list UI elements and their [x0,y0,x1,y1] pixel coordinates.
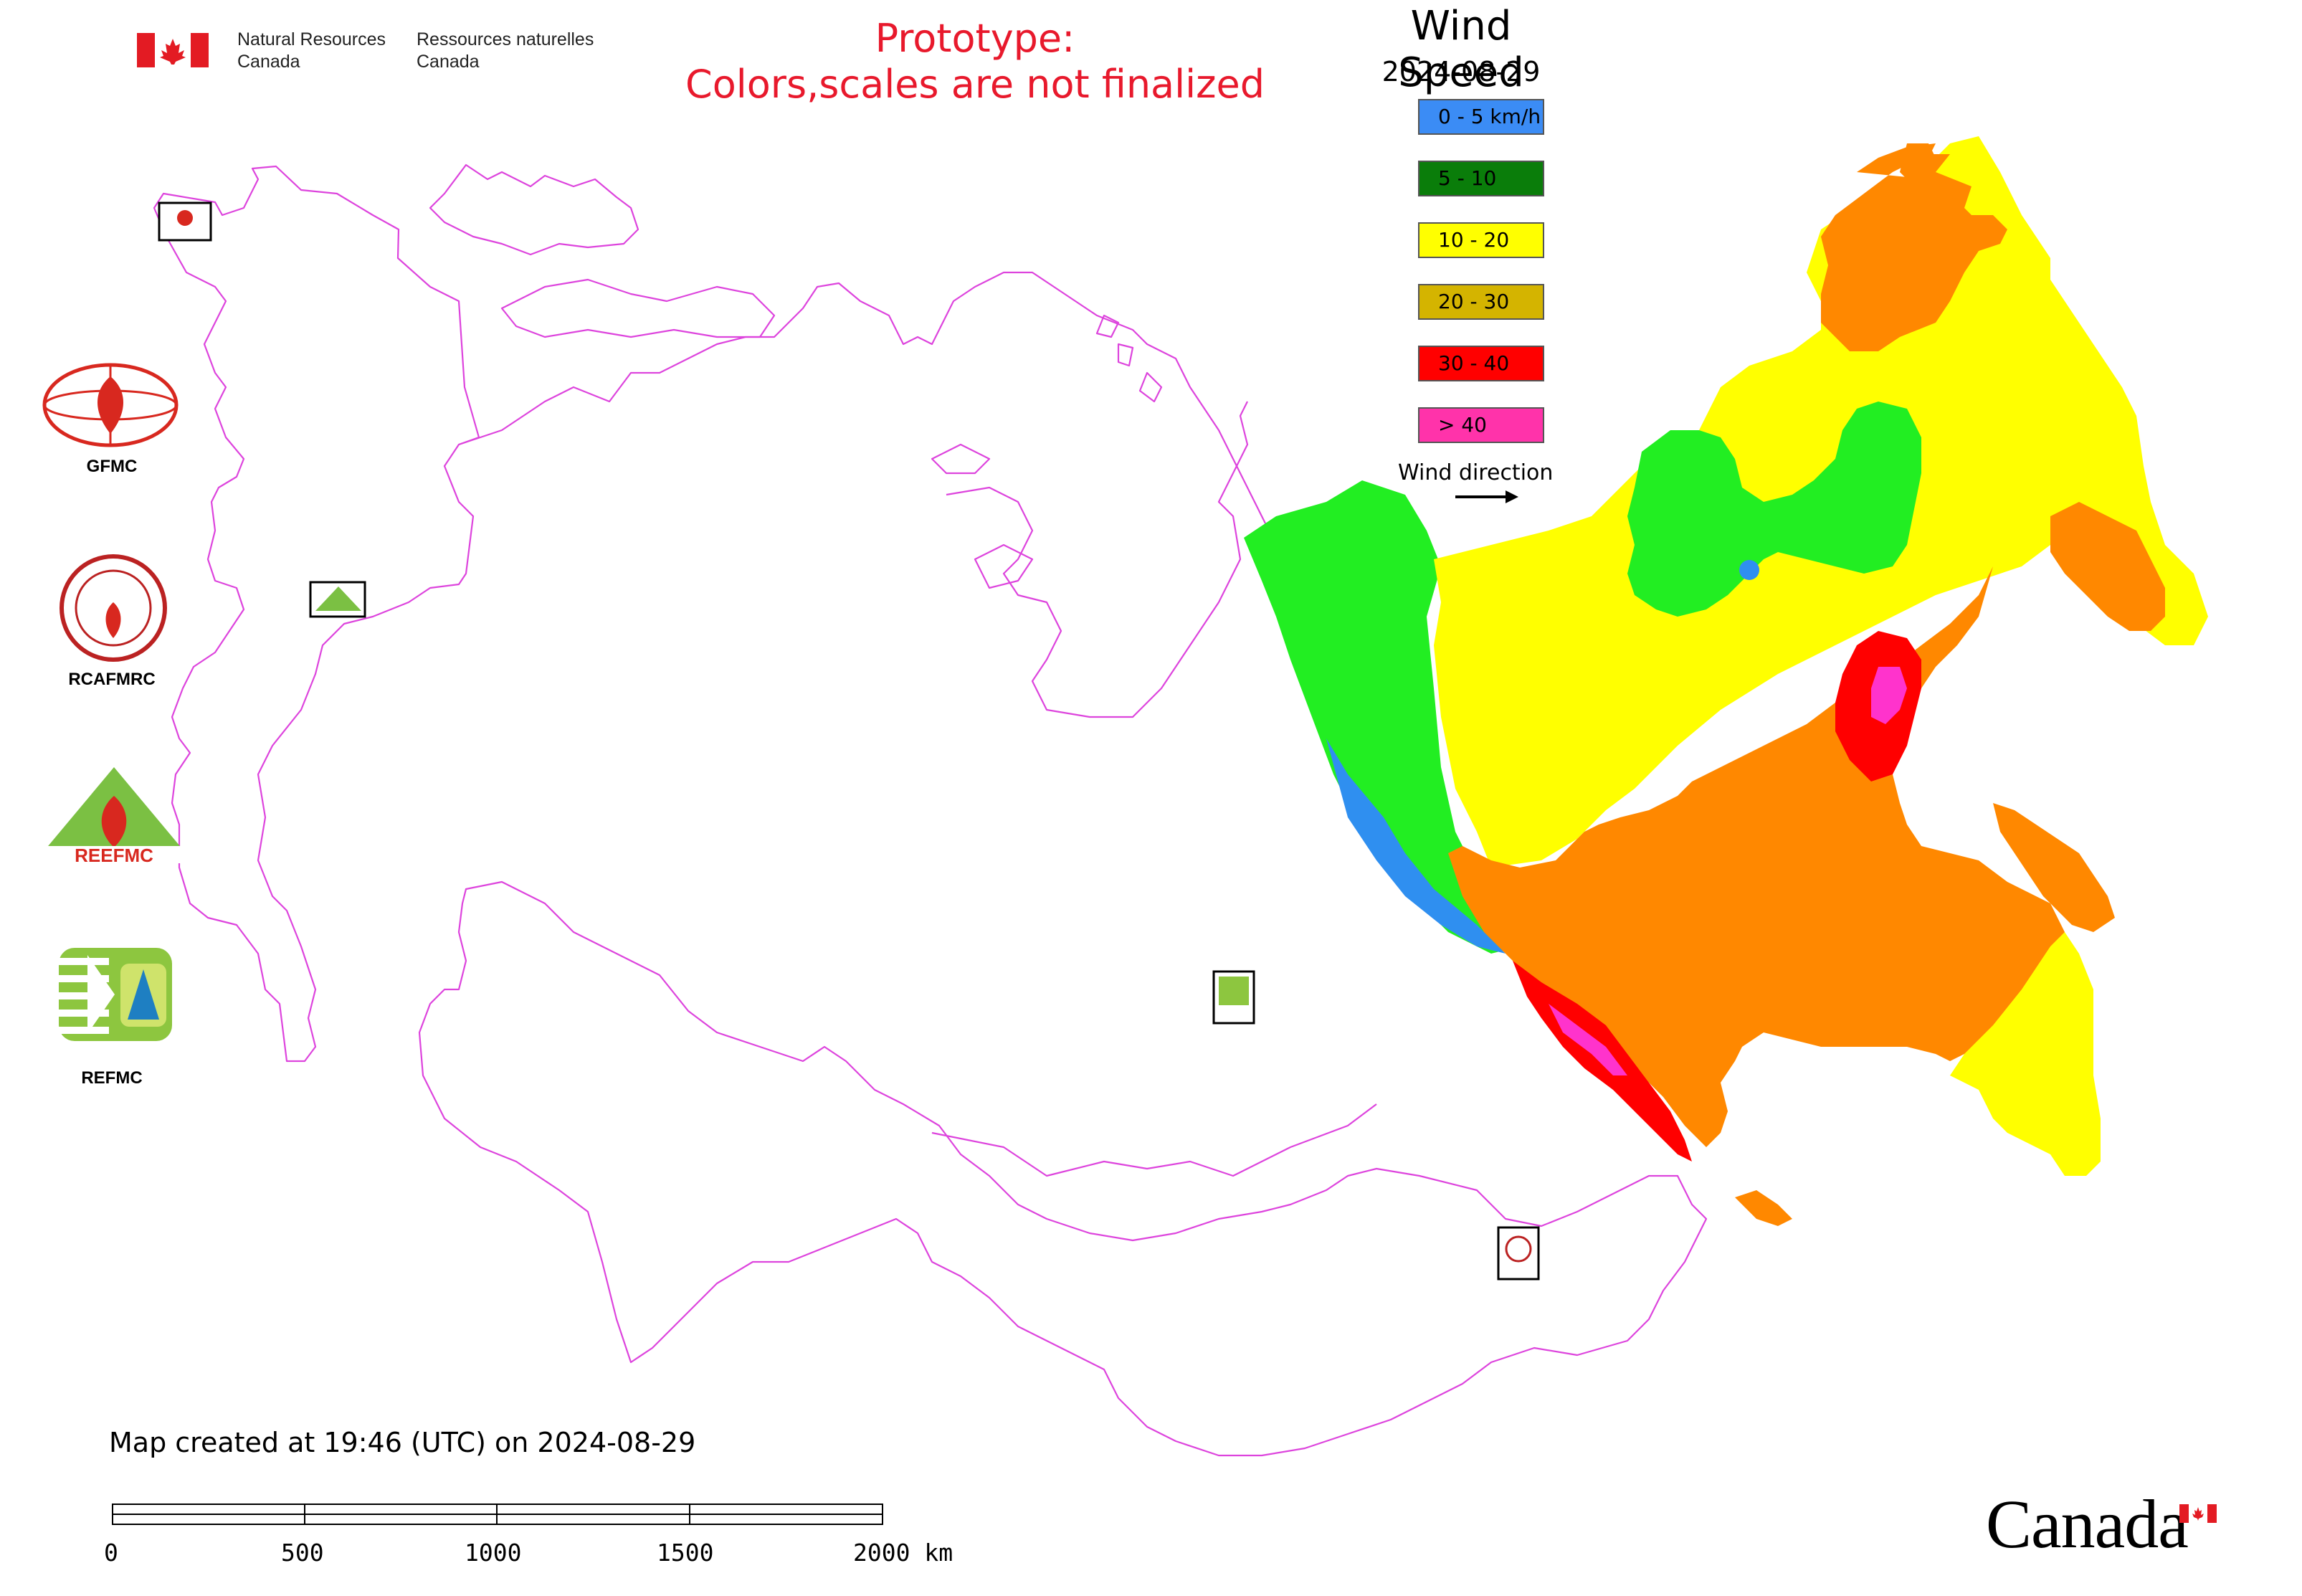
legend-item-5-10: 5 - 10 [1418,161,1544,196]
scale-label-1000: 1000 [465,1539,522,1567]
wind-zone-20-30-north [1821,143,2007,351]
boundary-outline-west [153,165,480,1063]
scale-bar [112,1504,883,1525]
legend-item-0-5: 0 - 5 km/h [1418,99,1544,135]
scale-label-500: 500 [281,1539,324,1567]
wind-zone-20-30-north-tip [1900,143,1936,186]
wind-zone-20-30-east-coast [2050,502,2165,631]
rcafmrc-logo-icon [57,552,169,667]
canada-flag-icon [137,33,209,67]
legend-item-30-40: 30 - 40 [1418,346,1544,381]
wind-direction-label: Wind direction [1398,460,1554,485]
gfmc-label: GFMC [86,457,138,476]
map-created-timestamp: Map created at 19:46 (UTC) on 2024-08-29 [109,1427,696,1458]
boundary-outline-central [458,271,1420,660]
wind-direction-arrow [1455,490,1518,503]
boundary-outline-north-islands [500,278,776,338]
gfmc-logo-icon [42,362,179,451]
rcafmrc-label: RCAFMRC [68,670,156,689]
wind-zone-0-5-spot [1739,560,1759,580]
wind-zone-5-10-center [1627,402,1921,617]
boundary-outline-south [418,880,1708,1457]
reefmc-logo-icon: REEFMC [37,767,191,870]
canada-wordmark: Canada [1986,1486,2189,1562]
wind-zone-gt40-coast [1871,667,1907,724]
map-title: Wind Speed [1398,3,1524,96]
wind-speed-field [1244,136,2208,1226]
svg-text:REEFMC: REEFMC [75,845,153,866]
wind-zone-gt40-south [1549,1004,1627,1075]
scale-label-1500: 1500 [657,1539,714,1567]
wind-zone-20-30-main [1448,566,2065,1147]
boundary-outline-east-coast [946,401,1249,718]
agency-name-fr: Ressources naturelles Canada [417,29,594,72]
wordmark-flag-icon [2179,1504,2217,1526]
boundary-outline-islands-east [1095,314,1163,403]
wind-zone-10-20-southeast [1950,932,2101,1176]
country-boundaries [153,163,1708,1457]
map-date: 2024-08-29 [1381,56,1541,87]
legend-item-20-30: 20 - 30 [1418,284,1544,320]
refmc-logo-icon [59,948,172,1044]
prototype-notice: Prototype: Colors,scales are not finalize… [685,16,1265,107]
wind-zone-10-20-northeast [1950,201,2208,645]
boundary-outline-north [429,163,639,256]
agency-name-en: Natural Resources Canada [237,29,386,72]
refmc-label: REFMC [81,1068,143,1088]
legend-item-10-20: 10 - 20 [1418,222,1544,258]
boundary-outline-peninsula [931,443,1034,589]
map-markers [158,201,1540,1281]
wind-zone-small-island [1735,1190,1792,1226]
scale-label-0: 0 [104,1539,118,1567]
boundary-outline-mid [931,1103,1377,1177]
wind-zone-5-10-west [1244,480,1520,954]
wind-zone-20-30-east-peninsula [1993,803,2115,932]
legend-item-gt40: > 40 [1418,407,1544,443]
scale-label-2000: 2000 km [853,1539,953,1567]
